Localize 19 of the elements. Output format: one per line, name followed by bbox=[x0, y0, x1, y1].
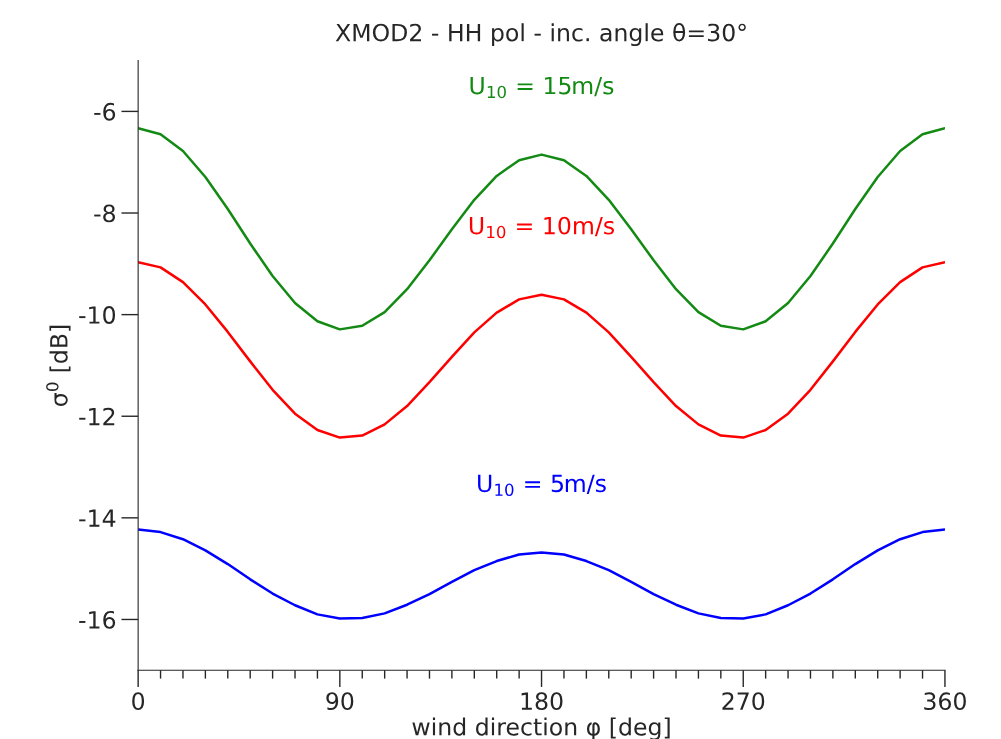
y-tick-label: -10 bbox=[79, 306, 116, 324]
chart-title: XMOD2 - HH pol - inc. angle θ=30° bbox=[335, 23, 746, 47]
y-tick-label: -16 bbox=[79, 610, 116, 629]
line-series bbox=[138, 261, 945, 439]
y-tick-label: -6 bbox=[94, 102, 116, 121]
line-series bbox=[138, 528, 945, 620]
y-tick-label: -12 bbox=[79, 407, 115, 426]
x-tick-label: 360 bbox=[924, 692, 966, 711]
y-tick-label: -8 bbox=[94, 204, 115, 223]
y-axis-title: σ$^{0}$ [dB] bbox=[46, 325, 71, 406]
y-tick-label: -14 bbox=[79, 509, 116, 527]
x-tick-label: 0 bbox=[132, 692, 145, 711]
text: U$_{10}$ = 5m/s bbox=[478, 474, 606, 497]
text: U$_{10}$ = 10m/s bbox=[469, 216, 614, 239]
x-tick-label: 180 bbox=[521, 692, 563, 711]
x-tick-label: 270 bbox=[722, 692, 765, 711]
x-tick-label: 90 bbox=[326, 692, 354, 711]
line-series bbox=[138, 126, 945, 331]
text: U$_{10}$ = 15m/s bbox=[470, 76, 614, 99]
